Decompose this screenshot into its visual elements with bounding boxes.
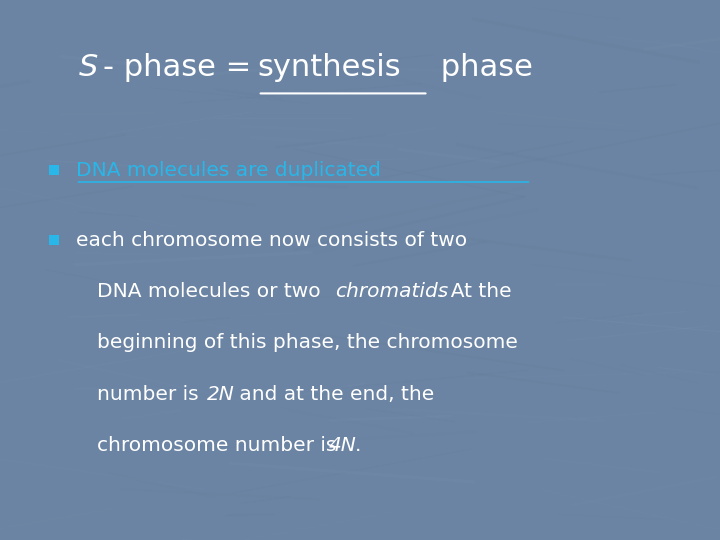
Text: DNA molecules are duplicated: DNA molecules are duplicated: [76, 160, 380, 180]
Text: number is: number is: [97, 384, 205, 404]
Text: beginning of this phase, the chromosome: beginning of this phase, the chromosome: [97, 333, 518, 353]
Text: . At the: . At the: [438, 282, 511, 301]
Text: 4N: 4N: [329, 436, 357, 455]
Text: chromatids: chromatids: [335, 282, 448, 301]
Text: S: S: [79, 53, 99, 82]
Bar: [49, 165, 59, 175]
Text: chromosome number is: chromosome number is: [97, 436, 349, 455]
Text: synthesis: synthesis: [258, 53, 401, 82]
Text: 2N: 2N: [207, 384, 235, 404]
Text: phase: phase: [431, 53, 532, 82]
Text: - phase =: - phase =: [103, 53, 261, 82]
Text: and at the end, the: and at the end, the: [233, 384, 434, 404]
Text: DNA molecules or two: DNA molecules or two: [97, 282, 327, 301]
Bar: [49, 235, 59, 245]
Text: each chromosome now consists of two: each chromosome now consists of two: [76, 231, 467, 250]
Text: .: .: [355, 436, 361, 455]
